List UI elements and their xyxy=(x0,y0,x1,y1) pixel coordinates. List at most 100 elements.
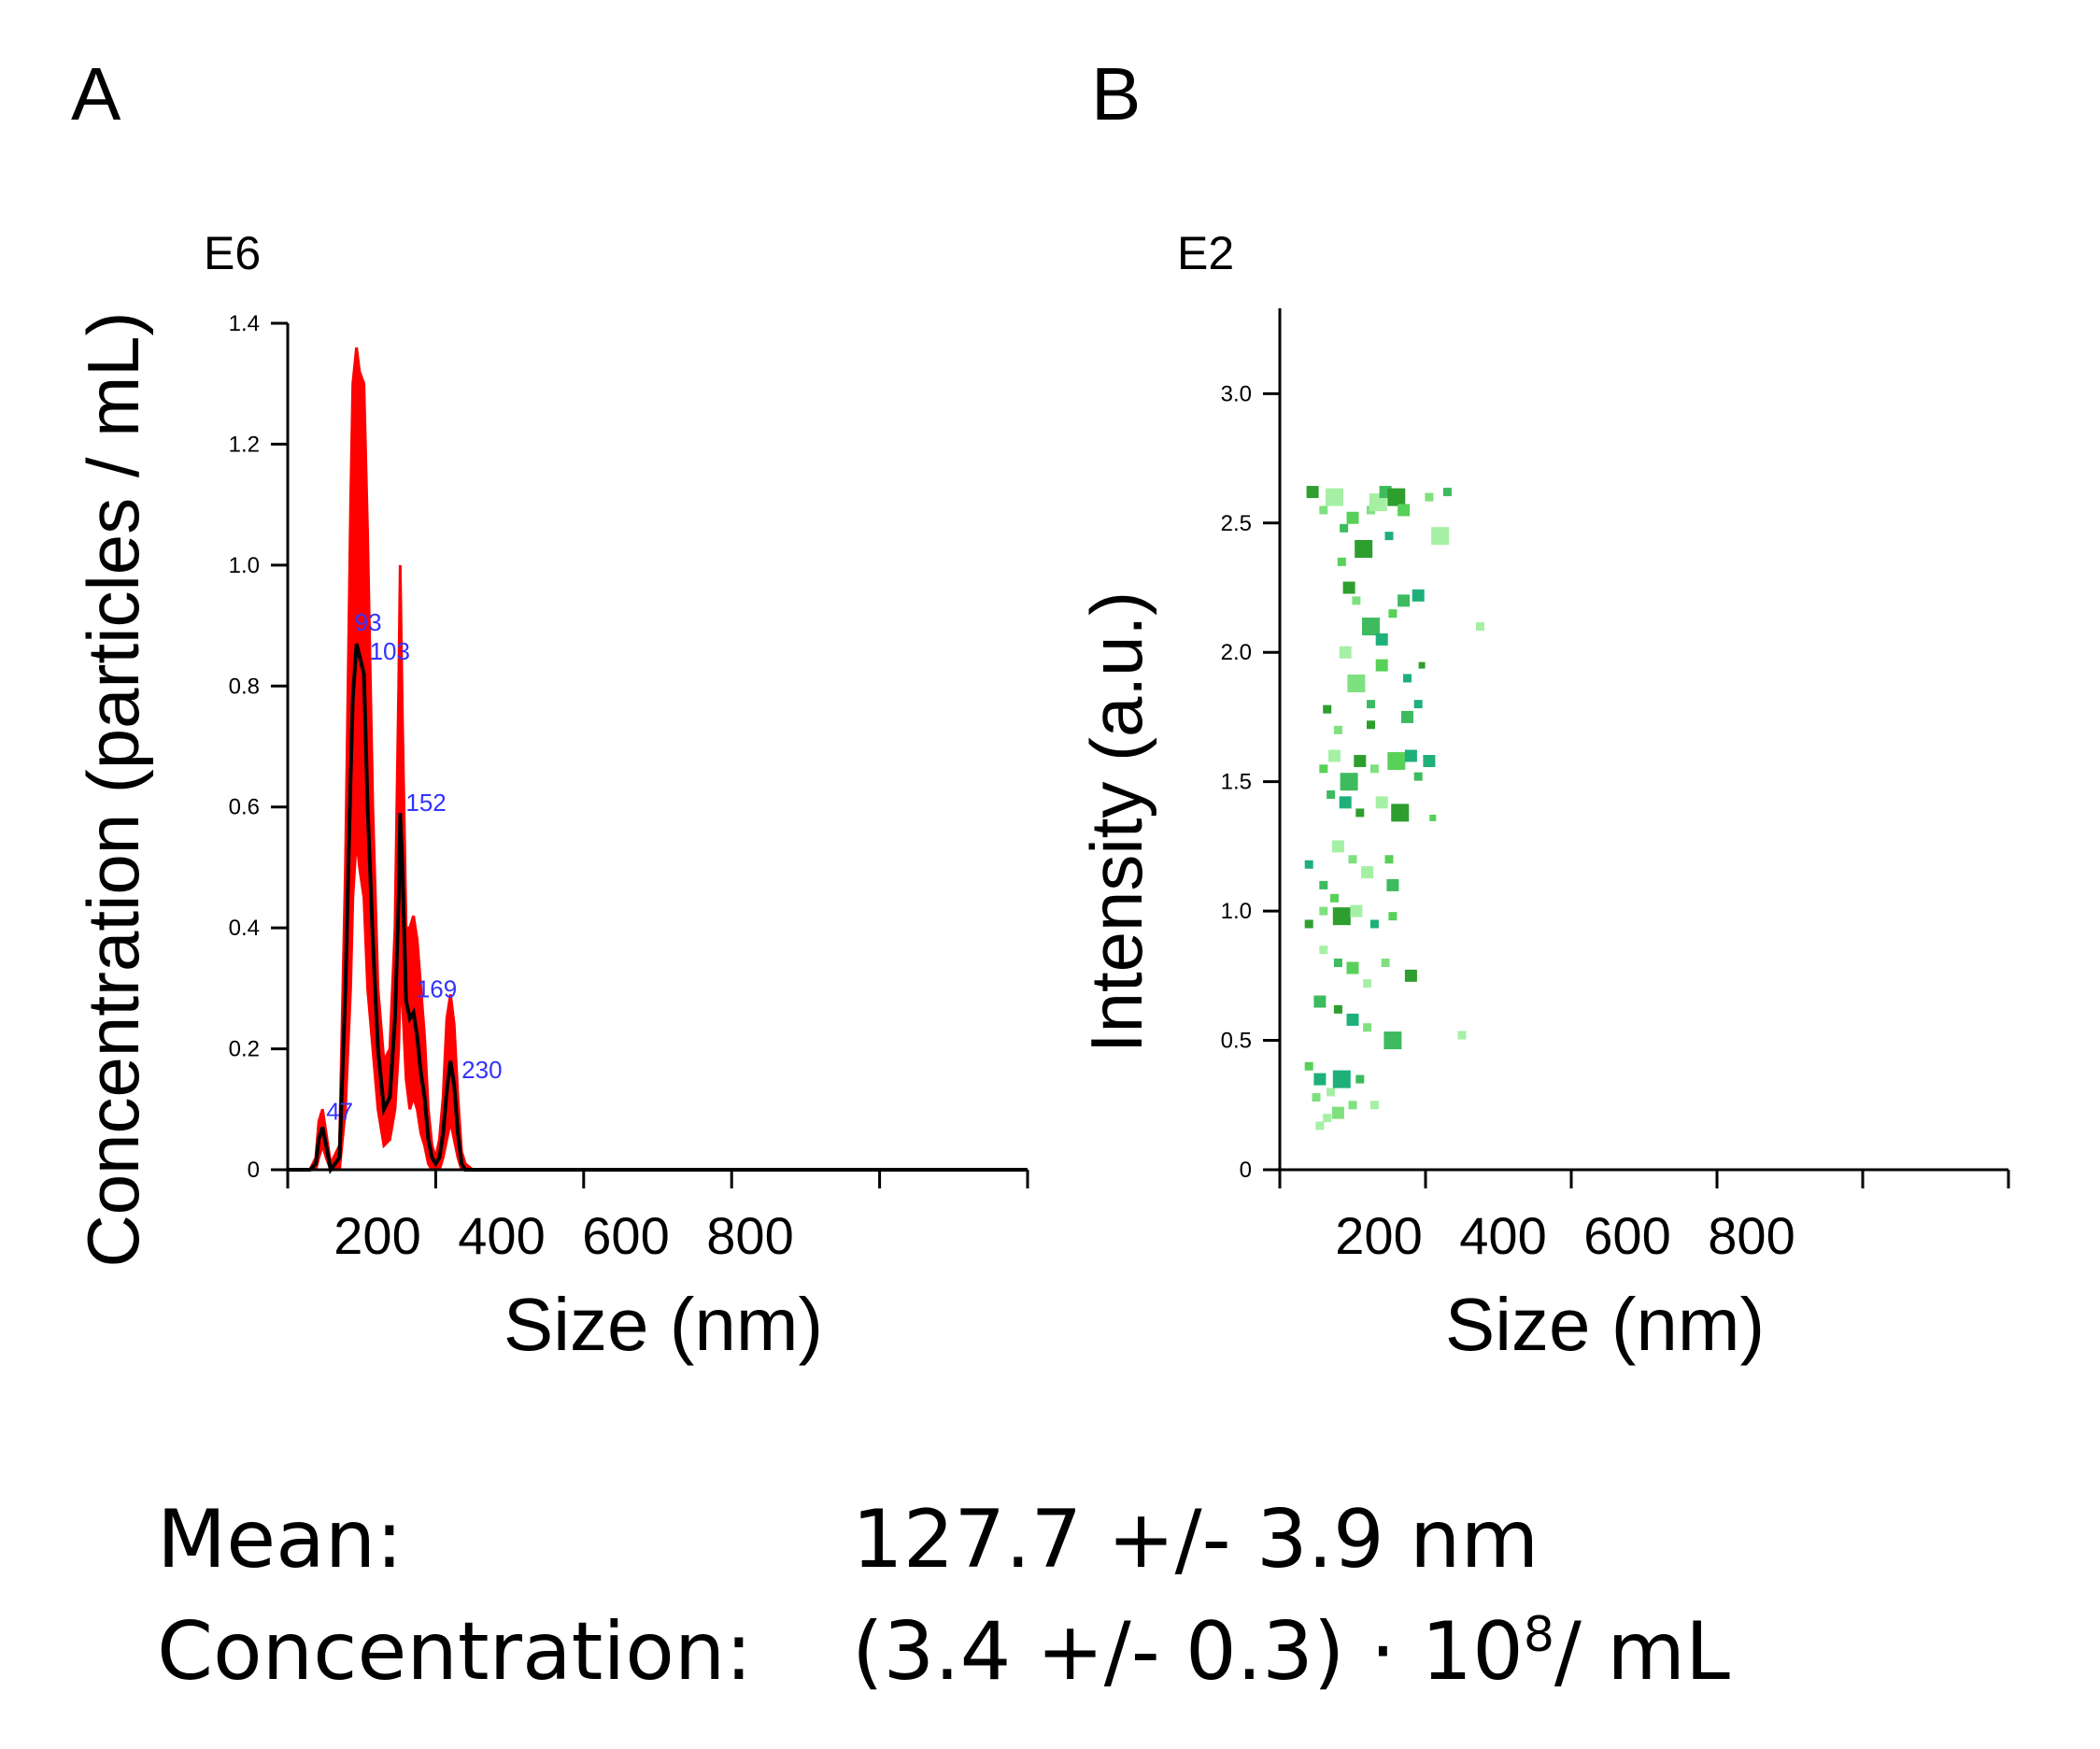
scatter-point xyxy=(1384,855,1394,864)
x-tick-label-b: 400 xyxy=(1459,1206,1546,1265)
scatter-point xyxy=(1369,919,1379,929)
scatter-point xyxy=(1418,661,1426,669)
concentration-label: Concentration: xyxy=(157,1605,753,1699)
x-tick-label-a: 200 xyxy=(333,1206,420,1265)
peak-label: 93 xyxy=(355,608,382,636)
scatter-point xyxy=(1331,1106,1344,1119)
scatter-point xyxy=(1327,790,1336,800)
scatter-point xyxy=(1387,752,1406,771)
error-band xyxy=(288,347,1028,1172)
scatter-point xyxy=(1340,773,1358,791)
scatter-point xyxy=(1381,958,1390,967)
y-axis-title-a: Concentration (particles / mL) xyxy=(72,311,154,1267)
concentration-chart: E6 Concentration (particles / mL) Size (… xyxy=(72,227,1029,1366)
y-axis-title-b: Intensity (a.u.) xyxy=(1075,591,1157,1053)
scatter-point xyxy=(1384,532,1394,541)
concentration-exponent: 8 xyxy=(1523,1607,1554,1663)
x-tick-label-b: 200 xyxy=(1335,1206,1422,1265)
scatter-point xyxy=(1362,618,1380,636)
scatter-layer xyxy=(1304,486,1484,1130)
scatter-point xyxy=(1431,527,1450,546)
scatter-point xyxy=(1403,674,1412,683)
y-multiplier-b: E2 xyxy=(1177,227,1234,279)
x-tick-label-a: 800 xyxy=(706,1206,793,1265)
x-tick-label-b: 800 xyxy=(1708,1206,1795,1265)
scatter-point xyxy=(1476,622,1484,632)
scatter-point xyxy=(1319,764,1328,774)
y-tick-label-a: 1.2 xyxy=(229,432,260,457)
scatter-point xyxy=(1375,633,1388,646)
scatter-point xyxy=(1326,488,1343,506)
scatter-point xyxy=(1369,1101,1379,1110)
scatter-point xyxy=(1346,511,1359,524)
scatter-point xyxy=(1304,860,1313,869)
concentration-value: (3.4 +/- 0.3) · 108/ mL xyxy=(852,1605,1730,1699)
scatter-point xyxy=(1333,1004,1342,1014)
scatter-point xyxy=(1363,1023,1372,1032)
scatter-point xyxy=(1352,596,1361,605)
scatter-point xyxy=(1304,1061,1313,1071)
x-tick-label-b: 600 xyxy=(1583,1206,1670,1265)
mean-label: Mean: xyxy=(157,1493,404,1586)
y-tick-label-b: 0.5 xyxy=(1221,1029,1252,1054)
scatter-point xyxy=(1306,486,1319,499)
scatter-point xyxy=(1375,796,1388,809)
peak-label: 230 xyxy=(461,1056,502,1084)
scatter-point xyxy=(1348,1101,1357,1110)
scatter-point xyxy=(1425,492,1434,502)
scatter-point xyxy=(1398,594,1411,607)
y-tick-label-a: 1.4 xyxy=(229,311,260,336)
y-tick-label-a: 0 xyxy=(248,1158,260,1183)
scatter-point xyxy=(1429,814,1437,821)
scatter-point xyxy=(1391,803,1410,822)
scatter-point xyxy=(1330,893,1339,903)
intensity-chart: E2 Intensity (a.u.) Size (nm) 0 0.5 1.0 1.5… xyxy=(1075,227,2010,1366)
scatter-point xyxy=(1401,710,1413,723)
scatter-point xyxy=(1339,796,1352,809)
scatter-point xyxy=(1347,674,1366,692)
scatter-point xyxy=(1398,504,1411,517)
scatter-point xyxy=(1423,755,1436,768)
scatter-point xyxy=(1304,919,1313,929)
y-tick-label-a: 1.0 xyxy=(229,553,260,578)
scatter-point xyxy=(1340,523,1349,533)
scatter-point xyxy=(1404,969,1417,982)
scatter-point xyxy=(1367,700,1375,709)
scatter-point xyxy=(1319,946,1328,955)
peak-label: 47 xyxy=(326,1098,353,1126)
x-tick-label-a: 600 xyxy=(582,1206,669,1265)
x-tick-label-a: 400 xyxy=(458,1206,545,1265)
scatter-point xyxy=(1313,995,1327,1008)
scatter-point xyxy=(1404,749,1417,762)
scatter-point xyxy=(1337,557,1346,566)
scatter-point xyxy=(1319,880,1328,889)
scatter-point xyxy=(1355,539,1373,558)
scatter-point xyxy=(1323,704,1332,714)
scatter-point xyxy=(1412,589,1425,602)
peak-label: 103 xyxy=(370,637,410,665)
mean-value: 127.7 +/- 3.9 nm xyxy=(852,1493,1540,1586)
y-tick-label-a: 0.4 xyxy=(229,916,260,941)
scatter-point xyxy=(1327,1088,1336,1097)
concentration-unit: / mL xyxy=(1554,1605,1730,1699)
scatter-point xyxy=(1342,581,1355,594)
scatter-point xyxy=(1332,1070,1351,1088)
mean-line-layer xyxy=(288,643,1028,1174)
y-tick-label-b: 2.5 xyxy=(1221,511,1252,536)
scatter-point xyxy=(1350,904,1363,917)
y-tick-label-a: 0.2 xyxy=(229,1037,260,1062)
scatter-point xyxy=(1355,808,1365,818)
mean-concentration-line xyxy=(288,643,1028,1174)
scatter-point xyxy=(1319,906,1328,916)
scatter-point xyxy=(1323,1114,1332,1123)
scatter-point xyxy=(1328,749,1341,762)
scatter-point xyxy=(1413,700,1423,709)
scatter-point xyxy=(1346,1013,1359,1026)
y-tick-label-b: 1.0 xyxy=(1221,899,1252,924)
axes-a: 0 0.2 0.4 0.6 0.8 1.0 1.2 1.4 200 400 600 800 xyxy=(229,311,1029,1265)
error-band-layer xyxy=(288,347,1028,1172)
axes-b: 0 0.5 1.0 1.5 2.0 2.5 3.0 200 400 600 800 xyxy=(1221,308,2010,1265)
scatter-point xyxy=(1333,958,1342,967)
scatter-point xyxy=(1413,772,1423,781)
